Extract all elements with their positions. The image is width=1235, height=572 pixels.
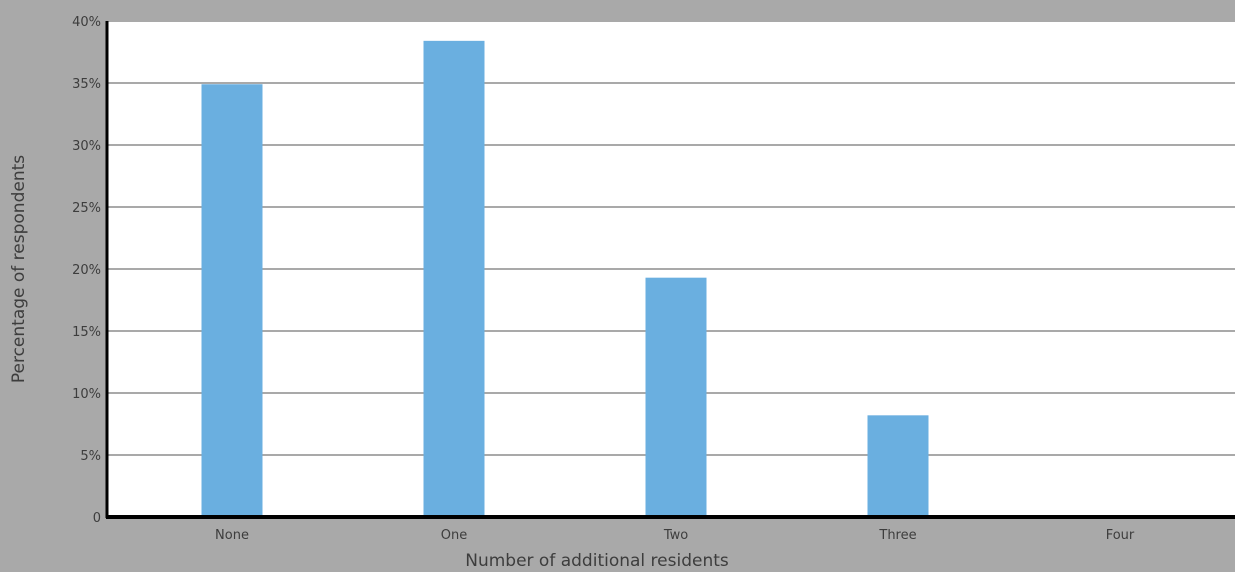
x-axis-title: Number of additional residents	[465, 551, 729, 571]
bar	[645, 277, 707, 517]
bar	[423, 40, 485, 518]
y-tick-label: 5%	[80, 449, 101, 464]
y-tick-label: 35%	[72, 77, 101, 92]
y-tick-label: 0	[93, 511, 101, 526]
y-tick-label: 15%	[72, 325, 101, 340]
y-tick-label: 20%	[72, 263, 101, 278]
y-tick-label: 10%	[72, 387, 101, 402]
y-axis-title: Percentage of respondents	[9, 155, 29, 383]
x-tick-label: Four	[1106, 528, 1135, 543]
y-tick-label: 40%	[72, 15, 101, 30]
y-tick-labels: 0 5% 10% 15% 20% 25% 30% 35% 40%	[72, 15, 101, 526]
bar	[201, 84, 263, 518]
x-tick-label: One	[441, 528, 467, 543]
y-tick-label: 30%	[72, 139, 101, 154]
bars	[201, 40, 929, 518]
bar	[867, 415, 929, 517]
x-tick-label: Two	[663, 528, 688, 543]
x-tick-labels: None One Two Three Four	[215, 528, 1135, 543]
x-tick-label: None	[215, 528, 249, 543]
y-tick-label: 25%	[72, 201, 101, 216]
x-tick-label: Three	[878, 528, 916, 543]
